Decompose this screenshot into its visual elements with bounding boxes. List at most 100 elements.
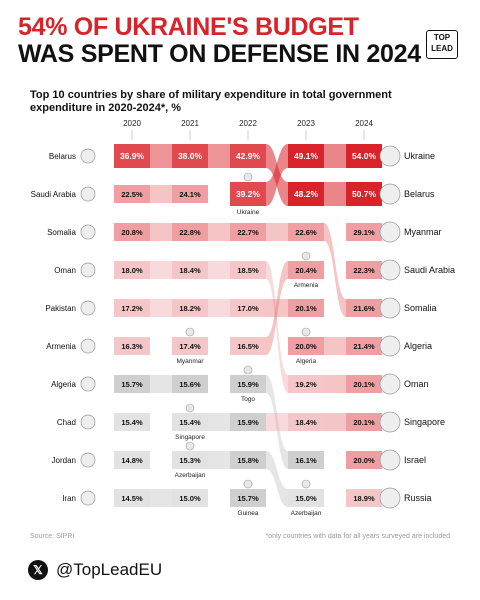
left-label-belarus: Belarus: [49, 152, 76, 161]
year-header-2022: 2022: [239, 119, 257, 128]
year-header-2020: 2020: [123, 119, 141, 128]
connector-ukraine-2022: [266, 144, 288, 206]
connector-belarus-2020: [150, 144, 172, 168]
right-label-belarus: Belarus: [404, 189, 435, 199]
flag-saudi-arabia-left-icon: [80, 186, 96, 202]
flag-somalia-left-icon: [80, 224, 96, 240]
left-label-somalia: Somalia: [47, 228, 76, 237]
connector-pakistan-2022: [266, 299, 288, 317]
cell-singapore-2021: [172, 413, 208, 431]
year-header-2024: 2024: [355, 119, 373, 128]
flag-israel-right-icon: [379, 449, 401, 471]
value-belarus-2022: 42.9%: [236, 151, 261, 161]
value-ukraine-2024: 54.0%: [352, 151, 377, 161]
value-oman-2022: 18.5%: [237, 266, 259, 275]
cell-armenia-2023: [288, 261, 324, 279]
flag-russia-right-icon: [379, 487, 401, 509]
flag-somalia-right-icon: [379, 297, 401, 319]
flag-iran-left-icon: [80, 490, 96, 506]
flag-armenia-left-icon: [80, 338, 96, 354]
value-iran-2020: 14.5%: [121, 494, 143, 503]
value-azerbaijan-2022: 15.8%: [237, 456, 259, 465]
flag-myanmar-icon: [185, 327, 195, 337]
value-belarus-2024: 50.7%: [352, 189, 377, 199]
flag-azerbaijan-icon: [185, 441, 195, 451]
cell-azerbaijan-2021: [172, 451, 208, 469]
connector-oman-2023: [324, 375, 346, 393]
value-ukraine-2022: 39.2%: [236, 189, 261, 199]
inline-label-guinea-2022: Guinea: [238, 510, 259, 517]
cell-ukraine-2023: [288, 144, 324, 168]
right-label-russia: Russia: [404, 493, 432, 503]
cell-belarus-2020: [114, 144, 150, 168]
connector-pakistan-2021: [208, 299, 230, 317]
inline-label-togo-2022: Togo: [241, 396, 255, 403]
left-label-armenia: Armenia: [46, 342, 76, 351]
cell-singapore-2023: [288, 413, 324, 431]
top-lead-logo: TOP LEAD: [426, 30, 458, 59]
cell-oman-2024: [346, 375, 382, 393]
connector-azerbaijan-2021: [208, 451, 230, 469]
right-label-israel: Israel: [404, 455, 426, 465]
cell-somalia-2024: [346, 299, 382, 317]
flag-armenia-icon: [301, 251, 311, 261]
value-oman-2023: 19.2%: [295, 380, 317, 389]
value-chad-2020: 15.4%: [121, 418, 143, 427]
year-header-2021: 2021: [181, 119, 199, 128]
value-pakistan-2023: 20.1%: [295, 304, 317, 313]
cell-belarus-2024: [346, 182, 382, 206]
left-label-jordan: Jordan: [52, 456, 76, 465]
flag-singapore-right-icon: [379, 411, 401, 433]
right-label-algeria: Algeria: [404, 341, 432, 351]
cell-saudi-arabia-2020: [114, 185, 150, 203]
right-label-oman: Oman: [404, 379, 429, 389]
inline-label-myanmar-2021: Myanmar: [176, 358, 204, 365]
connector-togo-2022: [266, 375, 288, 469]
value-singapore-2024: 20.1%: [353, 418, 375, 427]
cell-azerbaijan-2023: [288, 489, 324, 507]
cell-armenia-2020: [114, 337, 150, 355]
title-line-2: WAS SPENT ON DEFENSE IN 2024: [18, 40, 421, 68]
connector-pakistan-2020: [150, 299, 172, 317]
cell-chad-2020: [114, 413, 150, 431]
flag-algeria-icon: [301, 327, 311, 337]
value-togo-2022: 15.9%: [237, 380, 259, 389]
cell-iran-2020: [114, 489, 150, 507]
connector-singapore-2021: [208, 413, 230, 431]
connector-somalia-2023: [324, 223, 346, 317]
chart-subtitle: Top 10 countries by share of military ex…: [30, 89, 392, 114]
value-oman-2024: 20.1%: [353, 380, 375, 389]
inline-label-azerbaijan-2023: Azerbaijan: [291, 510, 322, 517]
connector-somalia-2022: [266, 223, 288, 241]
flag-singapore-icon: [185, 403, 195, 413]
cell-myanmar-2024: [346, 223, 382, 241]
x-logo-icon: 𝕏: [28, 560, 48, 580]
flag-chad-left-icon: [80, 414, 96, 430]
value-armenia-2023: 20.4%: [295, 266, 317, 275]
value-oman-2020: 18.0%: [121, 266, 143, 275]
cell-togo-2023: [288, 451, 324, 469]
value-israel-2024: 20.0%: [353, 456, 375, 465]
value-togo-2023: 16.1%: [295, 456, 317, 465]
cell-oman-2023: [288, 375, 324, 393]
right-label-somalia: Somalia: [404, 303, 437, 313]
cell-guinea-2022: [230, 489, 266, 507]
cell-ukraine-2022: [230, 182, 266, 206]
flag-togo-icon: [243, 365, 253, 375]
cell-somalia-2022: [230, 223, 266, 241]
cell-algeria-2024: [346, 337, 382, 355]
value-somalia-2024: 21.6%: [353, 304, 375, 313]
value-algeria-2024: 21.4%: [353, 342, 375, 351]
value-algeria-2020: 15.7%: [121, 380, 143, 389]
inline-label-ukraine-2022: Ukraine: [237, 209, 260, 216]
page-title: 54% OF UKRAINE'S BUDGET WAS SPENT ON DEF…: [18, 14, 421, 68]
social-handle[interactable]: 𝕏 @TopLeadEU: [28, 560, 162, 580]
inline-label-azerbaijan-2021: Azerbaijan: [175, 472, 206, 479]
cell-saudi-arabia-2024: [346, 261, 382, 279]
value-myanmar-2021: 17.4%: [179, 342, 201, 351]
flag-oman-left-icon: [80, 262, 96, 278]
inline-label-algeria-2023: Algeria: [296, 358, 317, 365]
cell-pakistan-2023: [288, 299, 324, 317]
value-algeria-2021: 15.6%: [179, 380, 201, 389]
